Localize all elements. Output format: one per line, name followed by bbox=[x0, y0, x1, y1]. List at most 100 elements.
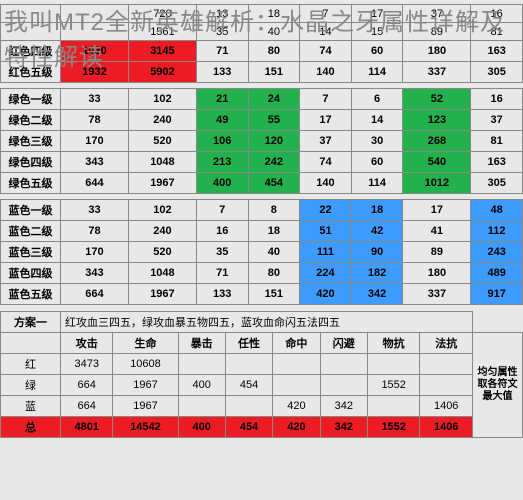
stat-cell: 40 bbox=[248, 242, 300, 263]
plan-cell: 420 bbox=[273, 396, 320, 417]
stat-cell: 71 bbox=[196, 263, 248, 284]
stat-cell: 7 bbox=[196, 200, 248, 221]
plan-row: 蓝66419674203421406 bbox=[1, 396, 523, 417]
stat-cell: 16 bbox=[471, 89, 523, 110]
plan-cell: 342 bbox=[320, 396, 367, 417]
plan-cell bbox=[367, 354, 419, 375]
stat-cell: 49 bbox=[196, 110, 248, 131]
plan-cell: 1552 bbox=[367, 375, 419, 396]
plan-column-header: 暴击 bbox=[178, 333, 225, 354]
plan-column-header: 法抗 bbox=[420, 333, 473, 354]
row-label: 蓝色二级 bbox=[1, 221, 61, 242]
plan-row-label: 绿 bbox=[1, 375, 61, 396]
stat-cell: 102 bbox=[128, 200, 196, 221]
plan-cell bbox=[225, 354, 272, 375]
stat-cell: 520 bbox=[128, 242, 196, 263]
plan-cell: 1406 bbox=[420, 396, 473, 417]
stat-cell: 21 bbox=[196, 89, 248, 110]
stat-cell: 343 bbox=[61, 152, 129, 173]
stat-cell: 74 bbox=[300, 152, 352, 173]
stat-cell: 80 bbox=[248, 263, 300, 284]
stat-cell: 22 bbox=[300, 200, 352, 221]
stat-cell: 163 bbox=[471, 152, 523, 173]
row-label: 绿色一级 bbox=[1, 89, 61, 110]
stat-cell: 170 bbox=[61, 242, 129, 263]
stat-cell: 400 bbox=[196, 173, 248, 194]
stat-cell: 41 bbox=[403, 221, 471, 242]
plan-cell bbox=[273, 375, 320, 396]
stat-cell: 1048 bbox=[128, 263, 196, 284]
stat-cell: 182 bbox=[351, 263, 403, 284]
stat-cell: 213 bbox=[196, 152, 248, 173]
stat-cell: 133 bbox=[196, 284, 248, 305]
plan-cell: 664 bbox=[61, 375, 113, 396]
plan-column-header: 物抗 bbox=[367, 333, 419, 354]
stat-cell: 240 bbox=[128, 110, 196, 131]
table-row: 蓝色五级6641967133151420342337917 bbox=[1, 284, 523, 305]
stat-cell: 644 bbox=[61, 173, 129, 194]
plan-row-label: 总 bbox=[1, 417, 61, 438]
plan-cell bbox=[320, 354, 367, 375]
row-label: 绿色三级 bbox=[1, 131, 61, 152]
stat-cell: 520 bbox=[128, 131, 196, 152]
stat-cell: 243 bbox=[471, 242, 523, 263]
table-row: 绿色五级64419674004541401141012305 bbox=[1, 173, 523, 194]
plan-cell: 342 bbox=[320, 417, 367, 438]
stat-cell: 420 bbox=[300, 284, 352, 305]
stat-cell: 37 bbox=[300, 131, 352, 152]
stat-cell: 120 bbox=[248, 131, 300, 152]
stat-cell: 7 bbox=[300, 89, 352, 110]
stat-cell: 48 bbox=[471, 200, 523, 221]
stat-cell: 180 bbox=[403, 263, 471, 284]
stat-cell: 305 bbox=[471, 173, 523, 194]
plan-cell: 664 bbox=[61, 396, 113, 417]
plan-cell bbox=[273, 354, 320, 375]
plan-cell: 400 bbox=[178, 417, 225, 438]
stat-cell: 102 bbox=[128, 89, 196, 110]
stat-cell: 90 bbox=[351, 242, 403, 263]
plan-cell bbox=[178, 396, 225, 417]
stat-cell: 35 bbox=[196, 242, 248, 263]
stat-cell: 24 bbox=[248, 89, 300, 110]
stat-cell: 337 bbox=[403, 284, 471, 305]
plan-note: 均匀属性取各符文最大值 bbox=[473, 333, 523, 438]
plan-cell: 420 bbox=[273, 417, 320, 438]
plan-cell: 1967 bbox=[113, 375, 178, 396]
row-label: 绿色二级 bbox=[1, 110, 61, 131]
row-label: 蓝色五级 bbox=[1, 284, 61, 305]
table-row: 绿色二级782404955171412337 bbox=[1, 110, 523, 131]
plan-column-header bbox=[1, 333, 61, 354]
plan-column-header: 生命 bbox=[113, 333, 178, 354]
stat-cell: 111 bbox=[300, 242, 352, 263]
stat-cell: 17 bbox=[300, 110, 352, 131]
stat-cell: 8 bbox=[248, 200, 300, 221]
stat-cell: 51 bbox=[300, 221, 352, 242]
plan-label: 方案一 bbox=[1, 312, 61, 333]
stat-cell: 1967 bbox=[128, 173, 196, 194]
page-title: 我叫MT2全新英雄解析：水晶之牙属性详解及特性解读 bbox=[4, 2, 523, 72]
plan-cell: 400 bbox=[178, 375, 225, 396]
table-row: 蓝色四级34310487180224182180489 bbox=[1, 263, 523, 284]
plan-column-header: 闪避 bbox=[320, 333, 367, 354]
plan-cell: 1967 bbox=[113, 396, 178, 417]
plan-column-header: 命中 bbox=[273, 333, 320, 354]
row-label: 蓝色三级 bbox=[1, 242, 61, 263]
stat-cell: 42 bbox=[351, 221, 403, 242]
stat-cell: 224 bbox=[300, 263, 352, 284]
stat-cell: 14 bbox=[351, 110, 403, 131]
plan-cell bbox=[225, 396, 272, 417]
stat-cell: 664 bbox=[61, 284, 129, 305]
table-row: 蓝色一级331027822181748 bbox=[1, 200, 523, 221]
plan-cell: 10608 bbox=[113, 354, 178, 375]
stat-cell: 540 bbox=[403, 152, 471, 173]
plan-cell: 14542 bbox=[113, 417, 178, 438]
stat-cell: 106 bbox=[196, 131, 248, 152]
table-row: 绿色四级34310482132427460540163 bbox=[1, 152, 523, 173]
stat-cell: 140 bbox=[300, 173, 352, 194]
stat-cell: 60 bbox=[351, 152, 403, 173]
plan-cell bbox=[367, 396, 419, 417]
stat-cell: 170 bbox=[61, 131, 129, 152]
stat-cell: 30 bbox=[351, 131, 403, 152]
stat-cell: 89 bbox=[403, 242, 471, 263]
stat-cell: 268 bbox=[403, 131, 471, 152]
